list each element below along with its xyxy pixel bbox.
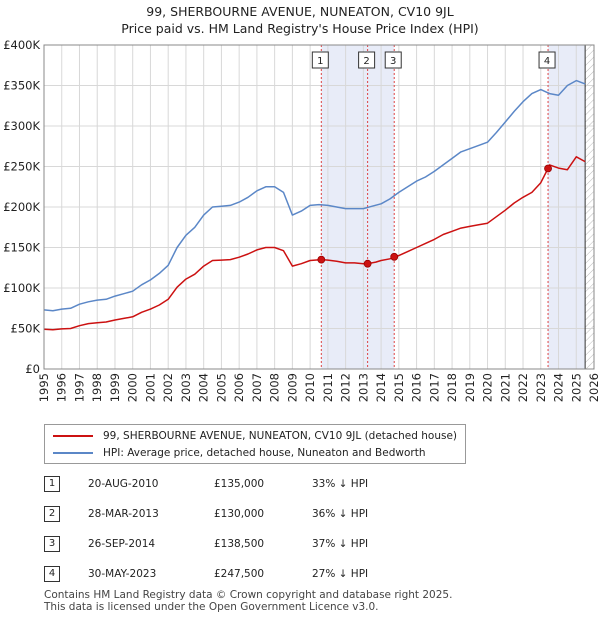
x-tick-label: 2016 — [410, 373, 424, 402]
legend-swatch-property — [53, 435, 93, 437]
x-tick-label: 2024 — [552, 373, 566, 402]
footer-copyright: Contains HM Land Registry data © Crown c… — [44, 589, 453, 601]
plot-border — [43, 44, 595, 370]
legend-swatch-hpi — [53, 452, 93, 454]
transaction-label-box — [311, 51, 329, 69]
transaction-marker-label: 2 — [44, 506, 60, 522]
transaction-date: 26-SEP-2014 — [88, 538, 156, 550]
legend-label-hpi: HPI: Average price, detached house, Nune… — [103, 447, 426, 459]
transaction-hpi-delta: 27% ↓ HPI — [312, 568, 369, 580]
table-row: 1 20-AUG-2010 £135,000 33% ↓ HPI — [44, 476, 464, 496]
transaction-label-text: 2 — [363, 56, 369, 67]
chart-title-line2: Price paid vs. HM Land Registry's House … — [121, 21, 479, 36]
x-tick-label: 2012 — [339, 373, 353, 402]
x-tick-label: 2008 — [268, 373, 282, 402]
x-tick-label: 2021 — [498, 373, 512, 402]
transaction-hpi-delta: 37% ↓ HPI — [312, 538, 369, 550]
y-tick-label: £200K — [3, 200, 40, 214]
transaction-price: £247,500 — [214, 568, 265, 580]
x-tick-label: 2004 — [197, 373, 211, 402]
x-tick-label: 2014 — [374, 373, 388, 402]
chart-title-line1: 99, SHERBOURNE AVENUE, NUNEATON, CV10 9J… — [146, 4, 454, 19]
x-tick-label: 2019 — [463, 373, 477, 402]
x-tick-label: 2007 — [250, 373, 264, 402]
y-tick-label: £250K — [3, 160, 40, 174]
transaction-label-text: 4 — [544, 56, 550, 67]
transaction-point — [544, 164, 552, 173]
x-tick-label: 2020 — [481, 373, 495, 402]
x-tick-label: 2026 — [587, 373, 600, 402]
x-tick-label: 1995 — [37, 373, 51, 402]
x-tick-label: 2025 — [569, 373, 583, 402]
y-tick-label: £50K — [11, 322, 41, 336]
x-tick-label: 1997 — [72, 373, 86, 402]
table-row: 4 30-MAY-2023 £247,500 27% ↓ HPI — [44, 566, 464, 586]
x-tick-label: 2013 — [356, 373, 370, 402]
x-tick-label: 2003 — [179, 373, 193, 402]
x-tick-label: 2015 — [392, 373, 406, 402]
y-tick-label: £100K — [3, 281, 40, 295]
property-series-line — [43, 156, 586, 331]
x-tick-label: 2011 — [321, 373, 335, 402]
transaction-date: 30-MAY-2023 — [88, 568, 157, 580]
y-tick-label: £300K — [3, 119, 40, 133]
transaction-point — [390, 252, 399, 261]
x-tick-label: 2022 — [516, 373, 530, 402]
transaction-marker-label: 1 — [44, 476, 60, 492]
transaction-label-box — [538, 51, 556, 69]
transaction-date: 20-AUG-2010 — [88, 478, 159, 490]
footer: Contains HM Land Registry data © Crown c… — [44, 589, 452, 613]
footer-licence: This data is licensed under the Open Gov… — [44, 601, 379, 613]
x-tick-label: 2010 — [303, 373, 317, 402]
transaction-label-box — [384, 51, 402, 69]
transaction-label-box — [358, 51, 376, 69]
x-tick-label: 2002 — [161, 373, 175, 402]
x-tick-label: 2001 — [143, 373, 157, 402]
transaction-point — [317, 255, 326, 264]
x-tick-label: 2005 — [214, 373, 228, 402]
transaction-price: £135,000 — [214, 478, 265, 490]
x-tick-label: 2000 — [126, 373, 140, 402]
price-chart: 1 2 3 4 £0 £50K £100K £150K £200K £250K £300K £350K… — [3, 38, 600, 402]
x-tick-label: 1996 — [55, 373, 69, 402]
x-tick-label: 2023 — [534, 373, 548, 402]
x-tick-label: 1999 — [108, 373, 122, 402]
transaction-price: £138,500 — [214, 538, 265, 550]
transaction-label-text: 1 — [317, 56, 323, 67]
transaction-marker-label: 4 — [44, 566, 60, 582]
hpi-series-line — [43, 79, 586, 312]
table-row: 2 28-MAR-2013 £130,000 36% ↓ HPI — [44, 506, 464, 526]
x-tick-label: 2009 — [285, 373, 299, 402]
x-tick-label: 2006 — [232, 373, 246, 402]
transaction-hpi-delta: 33% ↓ HPI — [312, 478, 369, 490]
legend: 99, SHERBOURNE AVENUE, NUNEATON, CV10 9J… — [44, 424, 466, 464]
y-tick-label: £150K — [3, 241, 40, 255]
y-tick-label: £350K — [3, 79, 40, 93]
table-row: 3 26-SEP-2014 £138,500 37% ↓ HPI — [44, 536, 464, 556]
x-tick-label: 2018 — [445, 373, 459, 402]
transaction-label-text: 3 — [390, 56, 396, 67]
x-tick-label: 1998 — [90, 373, 104, 402]
y-tick-label: £400K — [3, 38, 40, 52]
transaction-date: 28-MAR-2013 — [88, 508, 159, 520]
legend-label-property: 99, SHERBOURNE AVENUE, NUNEATON, CV10 9J… — [103, 430, 458, 442]
transaction-marker-label: 3 — [44, 536, 60, 552]
x-tick-label: 2017 — [427, 373, 441, 402]
transaction-point — [363, 259, 372, 268]
legend-item-hpi: HPI: Average price, detached house, Nune… — [53, 445, 425, 461]
legend-item-property: 99, SHERBOURNE AVENUE, NUNEATON, CV10 9J… — [53, 428, 457, 444]
transaction-hpi-delta: 36% ↓ HPI — [312, 508, 369, 520]
transaction-price: £130,000 — [214, 508, 265, 520]
y-tick-label: £0 — [25, 362, 40, 376]
